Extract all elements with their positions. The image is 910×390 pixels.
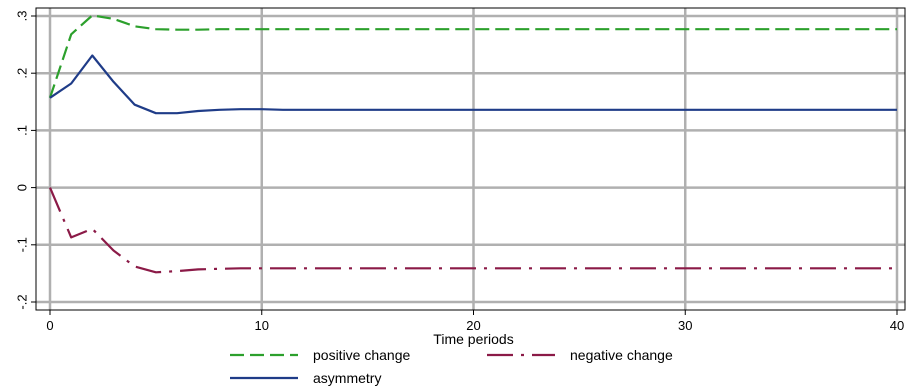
y-tick-label: .2 — [15, 68, 30, 79]
x-tick-label: 40 — [890, 318, 904, 333]
series-line-positive-change — [48, 14, 897, 99]
x-axis-title: Time periods — [433, 331, 513, 347]
grid — [36, 8, 905, 310]
y-tick-label: 0 — [15, 184, 30, 191]
legend-label: negative change — [570, 347, 673, 363]
y-tick-label: .1 — [15, 125, 30, 136]
y-tick-label: -.2 — [15, 294, 30, 309]
series-line-negative-change — [48, 187, 897, 274]
x-tick-label: 10 — [255, 318, 269, 333]
legend-label: positive change — [313, 347, 411, 363]
series-lines — [48, 14, 897, 274]
axis-ticks — [31, 15, 898, 315]
x-tick-label: 30 — [678, 318, 692, 333]
y-tick-label: .3 — [15, 11, 30, 22]
x-axis-tick-labels: 0 10 20 30 40 — [46, 318, 904, 333]
x-tick-label: 20 — [466, 318, 480, 333]
y-axis-tick-labels: -.2 -.1 0 .1 .2 .3 — [15, 11, 30, 310]
legend: positive change negative change asymmetry — [230, 347, 673, 386]
y-tick-label: -.1 — [15, 237, 30, 252]
series-line-asymmetry — [49, 54, 897, 115]
plot-area-frame — [35, 7, 906, 311]
legend-label: asymmetry — [313, 370, 381, 386]
x-tick-label: 0 — [46, 318, 53, 333]
